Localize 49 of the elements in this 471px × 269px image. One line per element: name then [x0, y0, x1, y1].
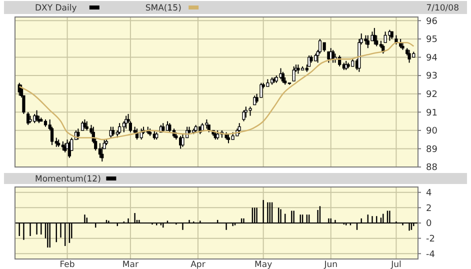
- candlestick: [181, 134, 184, 148]
- candlestick: [216, 130, 220, 140]
- candlestick: [384, 31, 387, 44]
- y-tick-label: 92: [426, 90, 438, 100]
- y-tick-label: 4: [426, 188, 432, 199]
- candlestick: [322, 42, 326, 52]
- candlestick: [98, 142, 102, 158]
- legend-label: DXY Daily: [35, 3, 77, 14]
- y-tick-label: 89: [426, 144, 438, 155]
- candlestick: [372, 27, 376, 45]
- y-tick-label: 95: [426, 35, 438, 46]
- x-tick-label: Apr: [190, 260, 206, 269]
- candlestick: [394, 34, 398, 45]
- candlestick: [242, 110, 246, 122]
- candlestick: [205, 118, 208, 130]
- x-tick-label: Mar: [122, 260, 139, 269]
- candlestick: [83, 118, 86, 130]
- y-tick-label: 91: [426, 108, 438, 118]
- candlestick: [100, 146, 104, 162]
- y-tick-label: 93: [426, 72, 438, 82]
- candlestick: [408, 49, 411, 64]
- y-tick-label: 90: [426, 126, 438, 137]
- candlestick: [118, 122, 122, 135]
- x-tick-label: Jun: [323, 260, 338, 269]
- candlestick: [281, 71, 284, 84]
- candlestick: [35, 110, 38, 122]
- candlestick: [292, 66, 296, 82]
- candlestick: [366, 34, 370, 49]
- candlestick: [253, 95, 256, 106]
- x-tick-label: May: [254, 260, 272, 269]
- y-tick-label: 0: [426, 219, 432, 230]
- text: 7/10/08: [426, 3, 459, 14]
- candlestick: [248, 106, 252, 116]
- y-tick-label: 94: [426, 53, 438, 64]
- candlestick: [61, 140, 64, 152]
- legend-label: SMA(15): [145, 3, 182, 14]
- y-tick-label: -2: [426, 234, 435, 244]
- x-tick-label: Jul: [390, 260, 402, 269]
- legend-label: Momentum(12): [35, 174, 101, 184]
- candlestick: [111, 126, 115, 136]
- x-tick-label: Feb: [60, 260, 75, 269]
- y-tick-label: 2: [426, 204, 432, 214]
- candlestick: [238, 122, 241, 135]
- y-tick-label: 88: [426, 163, 438, 174]
- candlestick: [168, 122, 172, 133]
- y-tick-label: 96: [426, 16, 438, 27]
- candlestick: [364, 34, 368, 45]
- y-tick-label: -4: [426, 250, 436, 260]
- candlestick: [226, 134, 230, 144]
